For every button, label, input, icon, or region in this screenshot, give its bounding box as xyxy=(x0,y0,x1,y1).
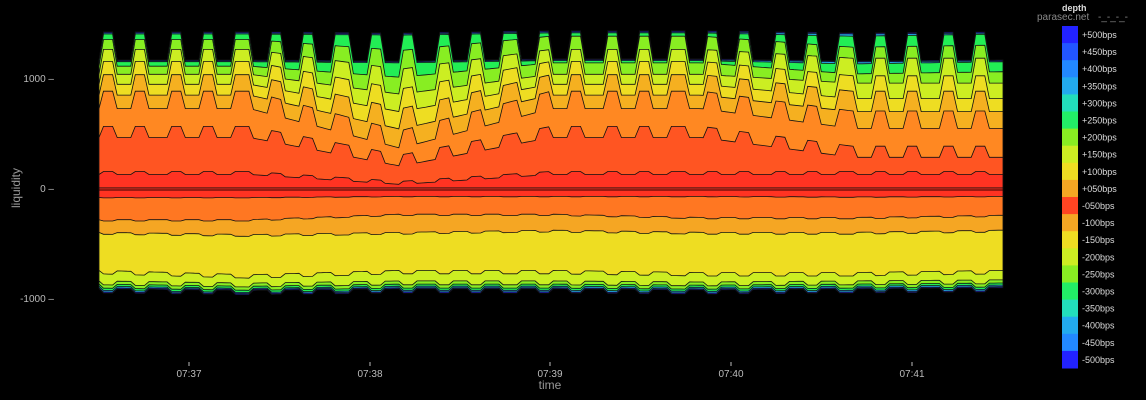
legend-swatch xyxy=(1062,316,1078,335)
legend-swatch xyxy=(1062,248,1078,266)
legend-swatch xyxy=(1062,111,1078,130)
legend-label: +500bps xyxy=(1082,30,1117,40)
legend-swatch xyxy=(1062,350,1078,369)
legend-swatch xyxy=(1062,333,1078,352)
legend-label: +200bps xyxy=(1082,133,1117,143)
x-tick-label: 07:39 xyxy=(537,369,562,380)
legend-swatch xyxy=(1062,128,1078,147)
plot-area xyxy=(98,30,1004,296)
x-tick-label: 07:41 xyxy=(899,369,924,380)
watermark-suffix: -_-_-_- xyxy=(1098,12,1128,23)
y-tick-label: 0 – xyxy=(40,184,54,195)
legend-label: +150bps xyxy=(1082,150,1117,160)
legend-label: -450bps xyxy=(1082,338,1115,348)
legend-swatch xyxy=(1062,214,1078,232)
legend-swatch xyxy=(1062,282,1078,301)
legend-swatch xyxy=(1062,43,1078,61)
legend-swatch xyxy=(1062,231,1078,249)
legend-swatch xyxy=(1062,60,1078,78)
legend-label: +100bps xyxy=(1082,167,1117,177)
legend-label: +050bps xyxy=(1082,184,1117,194)
x-tick-label: 07:38 xyxy=(357,369,382,380)
legend-label: +350bps xyxy=(1082,81,1117,91)
watermark: parasec.net xyxy=(1037,12,1089,23)
legend-label: -050bps xyxy=(1082,201,1115,211)
legend-swatch xyxy=(1062,265,1078,283)
y-tick-label: 1000 – xyxy=(23,74,54,85)
legend-swatch xyxy=(1062,179,1078,198)
legend-label: +400bps xyxy=(1082,64,1117,74)
legend-title: depth xyxy=(1062,3,1087,13)
y-axis-label: liquidity xyxy=(9,168,23,208)
legend-label: -500bps xyxy=(1082,355,1115,365)
x-tick-label: 07:40 xyxy=(718,369,743,380)
area-+050bps xyxy=(98,171,1004,189)
legend-label: -200bps xyxy=(1082,252,1115,262)
legend-label: -250bps xyxy=(1082,269,1115,279)
legend: depth parasec.net -_-_-_- +500bps +450bps… xyxy=(1037,3,1128,369)
x-axis-label: time xyxy=(539,378,562,392)
legend-swatch xyxy=(1062,162,1078,181)
legend-label: -100bps xyxy=(1082,218,1115,228)
legend-swatch xyxy=(1062,26,1078,44)
legend-label: +250bps xyxy=(1082,116,1117,126)
legend-swatch xyxy=(1062,145,1078,164)
legend-label: -400bps xyxy=(1082,321,1115,331)
legend-swatch xyxy=(1062,197,1078,215)
area--050bps xyxy=(98,187,1004,199)
x-axis: 07:37 07:38 07:39 07:40 07:41 xyxy=(176,362,925,380)
legend-swatch xyxy=(1062,77,1078,95)
y-tick-label: -1000 – xyxy=(20,294,54,305)
legend-label: -350bps xyxy=(1082,304,1115,314)
x-tick-label: 07:37 xyxy=(176,369,201,380)
legend-label: +300bps xyxy=(1082,98,1117,108)
legend-swatch xyxy=(1062,299,1078,318)
legend-label: -150bps xyxy=(1082,235,1115,245)
legend-label: +450bps xyxy=(1082,47,1117,57)
legend-swatch xyxy=(1062,94,1078,112)
legend-label: -300bps xyxy=(1082,287,1115,297)
y-axis: 1000 – 0 – -1000 – xyxy=(20,74,54,305)
